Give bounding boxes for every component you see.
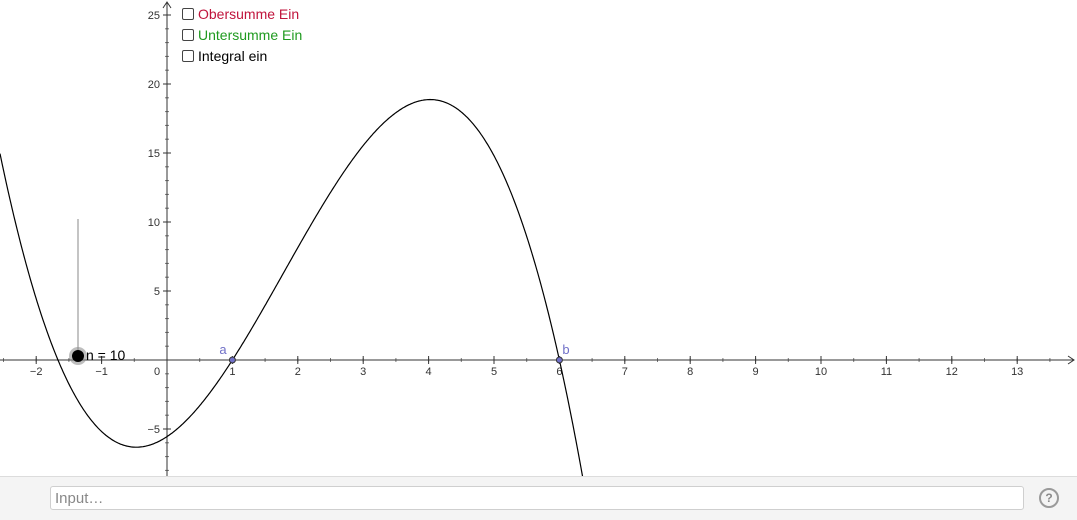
- y-tick-label: −5: [147, 424, 160, 436]
- y-tick-label: 15: [148, 148, 160, 160]
- checkbox-obersumme-label: Obersumme Ein: [198, 6, 300, 22]
- x-axis-arrow: [1067, 355, 1075, 365]
- slider-handle[interactable]: [72, 350, 84, 362]
- x-tick-label: 1: [229, 366, 235, 378]
- input-field[interactable]: [50, 486, 1024, 510]
- y-tick-label: 10: [148, 217, 160, 229]
- y-tick-label: 20: [148, 79, 160, 91]
- y-tick-label: 5: [154, 286, 160, 298]
- x-tick-label: 13: [1011, 366, 1023, 378]
- point-a-label: a: [219, 342, 227, 357]
- function-curve[interactable]: [0, 98, 591, 477]
- graphics-view[interactable]: −2 −1 0 1 2 3 4 5 6 7 8 9 10 11 12 13 −5 5 10 15 20 25 n = 1…: [0, 0, 1077, 476]
- x-tick-label: 4: [426, 366, 432, 378]
- checkbox-untersumme[interactable]: Untersumme Ein: [182, 26, 302, 44]
- point-b[interactable]: [555, 356, 563, 364]
- x-tick-label: 12: [946, 366, 958, 378]
- help-icon: ?: [1045, 491, 1053, 505]
- y-tick-label: 25: [148, 10, 160, 22]
- x-tick-label: 5: [491, 366, 497, 378]
- checkbox-obersumme[interactable]: Obersumme Ein: [182, 5, 299, 23]
- checkbox-integral[interactable]: Integral ein: [182, 47, 267, 65]
- checkbox-integral-label: Integral ein: [198, 48, 268, 64]
- checkbox-box[interactable]: [182, 50, 194, 62]
- x-tick-label: 0: [154, 366, 160, 378]
- x-tick-label: 2: [295, 366, 301, 378]
- x-tick-label: 7: [622, 366, 628, 378]
- x-tick-label: 3: [360, 366, 366, 378]
- x-tick-label: 10: [815, 366, 827, 378]
- x-tick-label: 8: [687, 366, 693, 378]
- checkbox-box[interactable]: [182, 8, 194, 20]
- input-bar: ?: [0, 476, 1077, 520]
- x-tick-label: 9: [753, 366, 759, 378]
- y-axis-arrow: [162, 1, 172, 9]
- help-button[interactable]: ?: [1039, 488, 1059, 508]
- point-a[interactable]: [228, 356, 236, 364]
- y-axis-ticks: −5 5 10 15 20 25: [147, 10, 171, 436]
- x-tick-label: −2: [30, 366, 43, 378]
- point-b-label: b: [562, 342, 569, 357]
- checkbox-box[interactable]: [182, 29, 194, 41]
- checkbox-untersumme-label: Untersumme Ein: [198, 27, 303, 43]
- minor-ticks: [3, 14, 1051, 471]
- x-tick-label: −1: [95, 366, 108, 378]
- x-axis-ticks: −2 −1 0 1 2 3 4 5 6 7 8 9 10 11 12 13: [30, 356, 1023, 378]
- x-tick-label: 11: [881, 366, 892, 378]
- x-tick-label: 6: [556, 366, 562, 378]
- slider-label: n = 10: [86, 347, 126, 363]
